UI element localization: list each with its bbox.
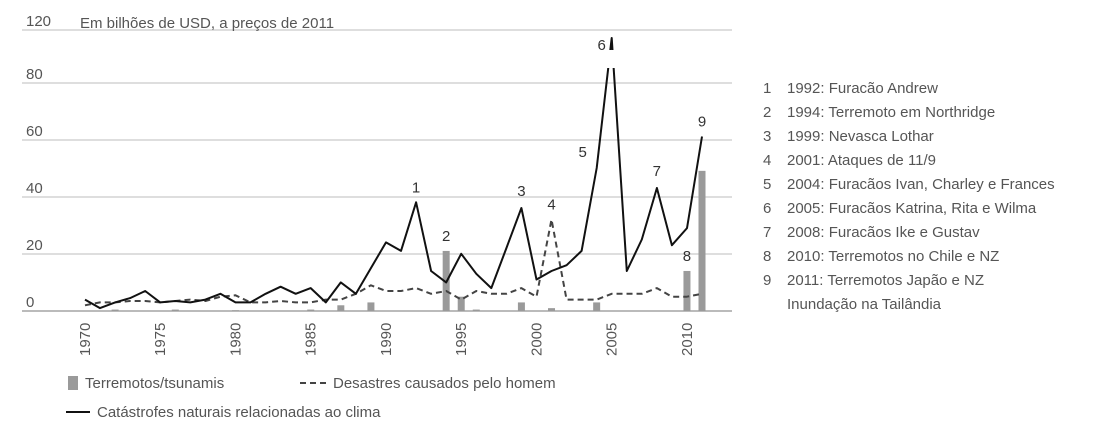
x-tick-label: 1985 (303, 323, 320, 356)
unit-label: Em bilhões de USD, a preços de 2011 (80, 15, 334, 32)
x-tick-label: 1990 (378, 323, 395, 356)
legend-bar-swatch (68, 376, 78, 390)
bar-earthquake (231, 310, 239, 311)
bar-earthquake (171, 309, 179, 311)
x-axis-ticks: 1970 1975 1980 1985 1990 1995 2000 2005 2010 (77, 323, 696, 356)
line-climate (84, 37, 703, 310)
annotation-label: 5 (578, 144, 586, 161)
event-number: 9 (763, 272, 771, 289)
annotation-label: 7 (653, 163, 661, 180)
event-number: 2 (763, 104, 771, 121)
bar-earthquake (457, 296, 465, 311)
bar-earthquake (548, 308, 556, 311)
bar-earthquake (593, 302, 601, 311)
event-text: 2004: Furacãos Ivan, Charley e Frances (787, 176, 1055, 193)
annotation-label: 8 (683, 248, 691, 265)
gridlines (22, 29, 732, 312)
bar-earthquake (472, 309, 480, 311)
bar-earthquake (683, 270, 691, 311)
bar-earthquake (337, 305, 345, 311)
event-text: 2001: Ataques de 11/9 (787, 152, 936, 169)
series-lines (84, 37, 703, 310)
x-tick-label: 1975 (152, 323, 169, 356)
event-number: 4 (763, 152, 771, 169)
event-list: 1 1992: Furacão Andrew 2 1994: Terremoto em… (763, 80, 1055, 313)
event-text: 2010: Terremotos no Chile e NZ (787, 248, 999, 265)
axis-break (601, 50, 622, 68)
event-number: 5 (763, 176, 771, 193)
legend-label: Catástrofes naturais relacionadas ao cli… (97, 404, 381, 421)
event-text: 1992: Furacão Andrew (787, 80, 938, 97)
event-text: 2011: Terremotos Japão e NZ (787, 272, 984, 289)
legend-label: Terremotos/tsunamis (85, 375, 224, 392)
event-number: 3 (763, 128, 771, 145)
x-tick-label: 1970 (77, 323, 94, 356)
event-annotations: 1 2 3 4 5 6 7 8 9 (412, 37, 706, 265)
bar-earthquake (367, 302, 375, 311)
event-text: 1994: Terremoto em Northridge (787, 104, 995, 121)
legend: Terremotos/tsunamis Desastres causados pe… (66, 375, 556, 421)
y-tick-label: 60 (26, 123, 43, 140)
x-tick-label: 1995 (453, 323, 470, 356)
event-number: 1 (763, 80, 771, 97)
y-tick-label: 20 (26, 237, 43, 254)
event-text: 1999: Nevasca Lothar (787, 128, 934, 145)
annotation-label: 3 (517, 183, 525, 200)
x-tick-label: 2000 (528, 323, 545, 356)
y-axis-ticks: 0 20 40 60 80 120 (26, 13, 51, 311)
event-text: 2005: Furacãos Katrina, Rita e Wilma (787, 200, 1037, 217)
x-tick-label: 1980 (227, 323, 244, 356)
y-tick-label: 0 (26, 294, 34, 311)
x-tick-label: 2005 (604, 323, 621, 356)
y-tick-label: 40 (26, 180, 43, 197)
event-text: 2008: Furacãos Ike e Gustav (787, 224, 980, 241)
legend-label: Desastres causados pelo homem (333, 375, 556, 392)
bar-earthquake (111, 309, 119, 311)
event-number: 6 (763, 200, 771, 217)
event-number: 7 (763, 224, 771, 241)
annotation-label: 1 (412, 179, 420, 196)
y-tick-label: 120 (26, 13, 51, 30)
bar-earthquake (307, 309, 315, 311)
y-tick-label: 80 (26, 66, 43, 83)
event-number: 8 (763, 248, 771, 265)
x-tick-label: 2010 (679, 323, 696, 356)
annotation-label: 4 (547, 196, 555, 213)
event-text: Inundação na Tailândia (787, 296, 942, 313)
annotation-label: 2 (442, 228, 450, 245)
bar-earthquake (517, 302, 525, 311)
bar-earthquake (698, 170, 706, 311)
annotation-label: 6 (598, 37, 606, 54)
line-man-made (84, 218, 703, 307)
annotation-label: 9 (698, 114, 706, 131)
